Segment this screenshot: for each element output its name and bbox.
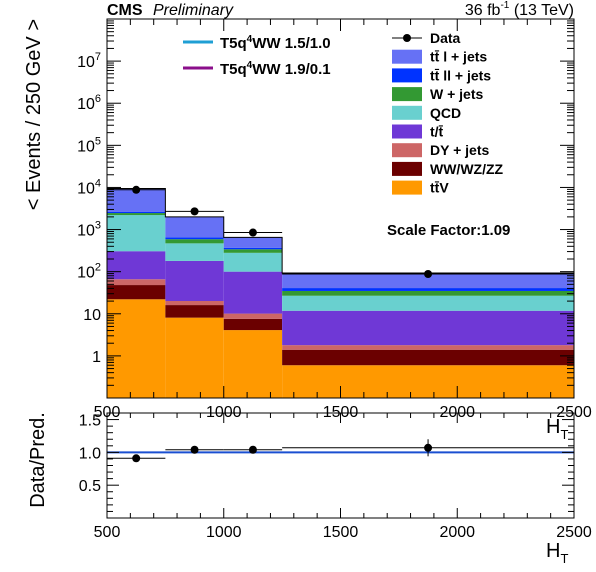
experiment-label: CMS bbox=[107, 2, 143, 19]
stack-bar-3-3 bbox=[282, 310, 574, 346]
stack-bar-7-2 bbox=[223, 237, 283, 248]
legend-swatch-3 bbox=[392, 105, 422, 120]
main-ytick-label: 105 bbox=[77, 135, 101, 155]
stack-bar-1-0 bbox=[107, 285, 166, 300]
stack-bar-2-0 bbox=[107, 279, 166, 286]
main-ytick-label: 1 bbox=[92, 349, 101, 366]
stack-bar-1-2 bbox=[223, 318, 283, 331]
stack-bar-6-0 bbox=[107, 211, 166, 214]
stack-bar-7-3 bbox=[282, 273, 574, 289]
legend-swatch-2 bbox=[392, 87, 422, 102]
stack-bar-4-1 bbox=[165, 243, 224, 261]
legend-data-label: Data bbox=[430, 30, 461, 46]
stack-outline bbox=[107, 188, 574, 274]
legend-label-7: tt̄V bbox=[430, 179, 449, 195]
stack-bar-5-1 bbox=[165, 239, 224, 244]
data-point-0 bbox=[132, 185, 141, 194]
stack-bar-6-3 bbox=[282, 288, 574, 291]
scale-factor-annotation: Scale Factor:1.09 bbox=[387, 222, 510, 239]
stack-bar-7-0 bbox=[107, 188, 166, 212]
stack-bar-1-1 bbox=[165, 305, 224, 318]
ratio-ytick-label: 0.5 bbox=[79, 478, 101, 495]
ratio-xtick-label: 2000 bbox=[439, 524, 475, 541]
data-point-2 bbox=[248, 228, 257, 237]
main-x-axis-title: HT bbox=[546, 416, 568, 442]
main-ytick-label: 10 bbox=[83, 307, 101, 324]
stack-bar-3-2 bbox=[223, 271, 283, 314]
ratio-panel: 500 1000 1500 2000 2500 0.5 1.0 1.5 bbox=[79, 412, 592, 541]
ratio-xtick-label: 2500 bbox=[556, 524, 592, 541]
ratio-point-0 bbox=[132, 454, 141, 463]
legend-swatch-4 bbox=[392, 124, 422, 139]
ratio-point-2 bbox=[248, 445, 257, 454]
stack-bar-7-1 bbox=[165, 216, 224, 238]
stack-bar-3-1 bbox=[165, 260, 224, 302]
legend-label-1: tt̄ ll + jets bbox=[430, 67, 491, 83]
stack-bar-1-3 bbox=[282, 349, 574, 366]
stack-bar-3-0 bbox=[107, 251, 166, 280]
legend-swatch-0 bbox=[392, 49, 422, 64]
ratio-point-1 bbox=[190, 445, 199, 454]
stack-bar-0-2 bbox=[223, 330, 283, 398]
legend-swatch-7 bbox=[392, 180, 422, 195]
legend-data-marker bbox=[403, 34, 411, 42]
legend-label-0: tt̄ l + jets bbox=[430, 48, 487, 64]
stack-bar-6-2 bbox=[223, 247, 283, 250]
ratio-axes-box bbox=[106, 412, 575, 519]
stack-bar-5-2 bbox=[223, 249, 283, 253]
main-ytick-label: 102 bbox=[77, 262, 101, 282]
signal-legend: T5q4WW 1.5/1.0 T5q4WW 1.9/0.1 bbox=[183, 34, 331, 78]
stack-bar-2-3 bbox=[282, 345, 574, 350]
main-ytick-label: 104 bbox=[77, 177, 101, 197]
legend-swatch-6 bbox=[392, 161, 422, 176]
stack-bar-6-1 bbox=[165, 237, 224, 240]
data-point-1 bbox=[190, 207, 199, 216]
main-ytick-label: 103 bbox=[77, 220, 101, 240]
ratio-point-3 bbox=[424, 443, 433, 452]
ratio-xtick-label: 500 bbox=[94, 524, 121, 541]
ratio-xtick-label: 1000 bbox=[206, 524, 242, 541]
legend-swatch-5 bbox=[392, 143, 422, 158]
legend-label-5: DY + jets bbox=[430, 142, 489, 158]
lumi-label: 36 fb-1 (13 TeV) bbox=[465, 0, 574, 19]
stack-bar-5-3 bbox=[282, 290, 574, 296]
main-panel bbox=[107, 185, 574, 398]
stack-bar-0-3 bbox=[282, 365, 574, 398]
ratio-x-axis-title: HT bbox=[546, 540, 568, 566]
data-point-3 bbox=[424, 270, 433, 279]
stack-bar-0-0 bbox=[107, 299, 166, 398]
signal-legend-label-1: T5q4WW 1.9/0.1 bbox=[220, 60, 331, 78]
legend-label-3: QCD bbox=[430, 105, 461, 121]
ratio-ytick-label: 1.5 bbox=[79, 413, 101, 430]
main-ytick-label: 107 bbox=[77, 51, 101, 71]
legend-label-4: t/t̄ bbox=[430, 123, 444, 139]
ratio-ytick-label: 1.0 bbox=[79, 445, 101, 462]
stack-bar-4-2 bbox=[223, 252, 283, 272]
stack-bar-4-0 bbox=[107, 215, 166, 252]
main-ytick-label: 106 bbox=[77, 93, 101, 113]
stack-bar-4-3 bbox=[282, 295, 574, 311]
background-legend: Data tt̄ l + jets tt̄ ll + jets W + jets QCD… bbox=[392, 30, 504, 196]
y-axis-title: < Events / 250 GeV > bbox=[23, 19, 45, 210]
ratio-y-axis-title: Data/Pred. bbox=[27, 412, 49, 508]
stack-bar-0-1 bbox=[165, 317, 224, 398]
ratio-xtick-label: 1500 bbox=[323, 524, 359, 541]
legend-swatch-1 bbox=[392, 68, 422, 83]
stack-bar-5-0 bbox=[107, 213, 166, 216]
signal-legend-label-0: T5q4WW 1.5/1.0 bbox=[220, 34, 331, 52]
legend-label-2: W + jets bbox=[430, 86, 484, 102]
legend-label-6: WW/WZ/ZZ bbox=[430, 161, 504, 177]
preliminary-label: Preliminary bbox=[153, 2, 234, 19]
stack-bar-2-1 bbox=[165, 301, 224, 306]
stack-bar-2-2 bbox=[223, 313, 283, 319]
